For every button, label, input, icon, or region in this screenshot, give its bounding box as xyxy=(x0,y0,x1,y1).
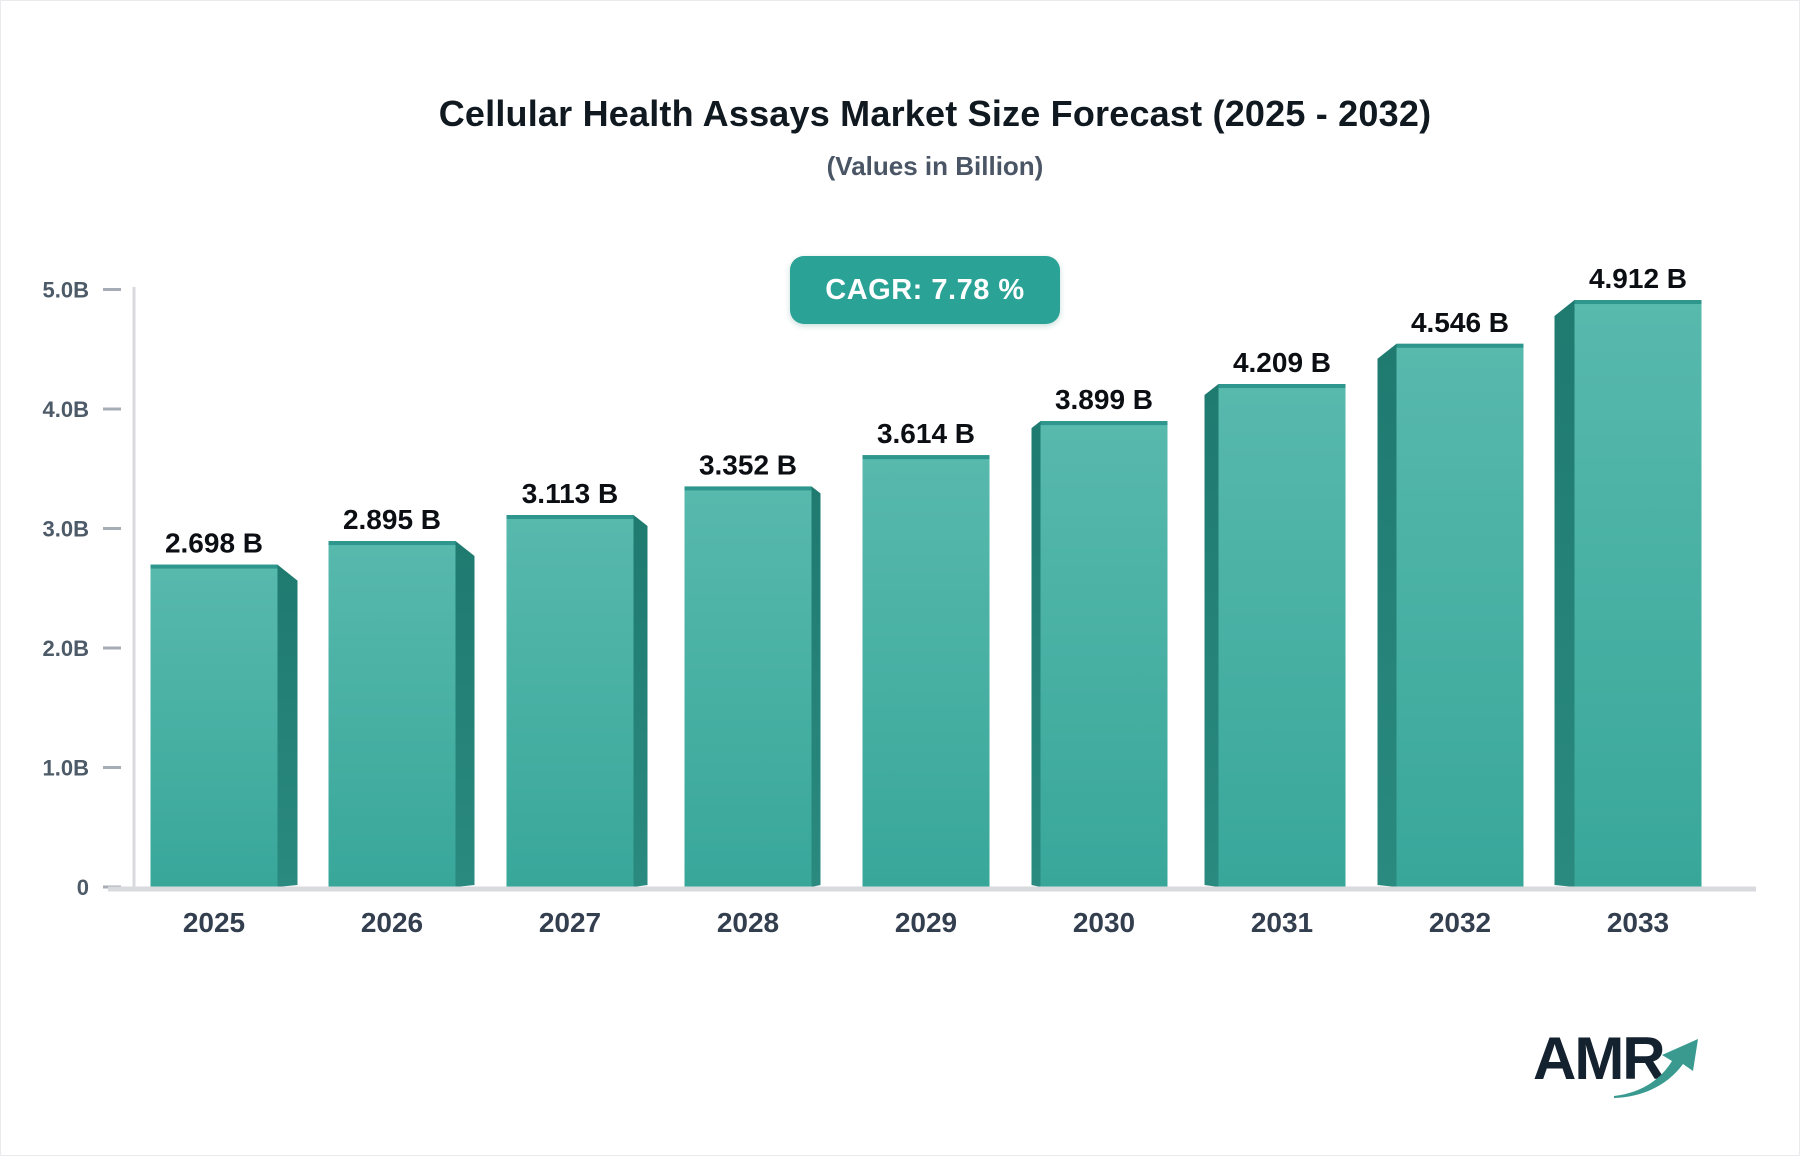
bar-side-face xyxy=(811,486,821,887)
y-axis-tick-label: 5.0B xyxy=(43,278,89,303)
bar-value-label: 2.895 B xyxy=(343,504,441,535)
amr-logo: AMR xyxy=(1529,1029,1719,1115)
bar-front-face xyxy=(150,564,278,887)
bar-front-face xyxy=(328,541,456,887)
bar-top-rim xyxy=(328,541,456,546)
x-axis-label: 2029 xyxy=(895,907,957,938)
bar-value-label: 4.209 B xyxy=(1233,347,1331,378)
bar-front-face xyxy=(1040,421,1168,887)
bar-2032: 4.546 B 2032 xyxy=(1377,307,1524,938)
bar-front-face xyxy=(506,514,634,887)
bar-2030: 3.899 B 2030 xyxy=(1031,384,1168,938)
x-axis-label: 2028 xyxy=(717,907,779,938)
chart-title: Cellular Health Assays Market Size Forec… xyxy=(438,93,1432,134)
bar-top-rim xyxy=(150,564,278,569)
bar-top-rim xyxy=(506,514,634,519)
bar-side-face xyxy=(1204,384,1219,887)
y-axis-tick-label: 4.0B xyxy=(43,397,89,422)
bar-front-face xyxy=(1396,343,1524,887)
y-axis-tick-label: 3.0B xyxy=(43,517,89,542)
bar-value-label: 3.899 B xyxy=(1055,384,1153,415)
bar-2033: 4.912 B 2033 xyxy=(1554,263,1702,938)
bar-top-rim xyxy=(1040,421,1168,426)
growth-arrow-icon xyxy=(1614,1039,1698,1098)
bar-front-face xyxy=(862,455,990,887)
chart-subtitle: (Values in Billion) xyxy=(826,151,1044,181)
bar-side-face xyxy=(455,541,475,887)
bar-2031: 4.209 B 2031 xyxy=(1204,347,1346,938)
bar-side-face xyxy=(277,564,298,887)
x-axis-label: 2027 xyxy=(539,907,601,938)
y-axis-tick-label: 1.0B xyxy=(43,756,89,781)
bar-value-label: 2.698 B xyxy=(165,528,263,559)
bar-value-label: 4.546 B xyxy=(1411,307,1509,338)
bar-top-rim xyxy=(862,455,990,460)
bar-top-rim xyxy=(684,486,812,491)
bar-2027: 3.113 B 2027 xyxy=(506,478,648,938)
amr-logo-text: AMR xyxy=(1533,1025,1666,1092)
bar-front-face xyxy=(1218,384,1346,887)
y-axis-tick-label: 2.0B xyxy=(43,636,89,661)
y-axis-tick-label: 0 xyxy=(77,875,89,900)
bar-2026: 2.895 B 2026 xyxy=(328,504,475,938)
bar-side-face xyxy=(1377,343,1397,887)
bar-side-face xyxy=(1031,421,1041,887)
x-axis-label: 2032 xyxy=(1429,907,1491,938)
bar-side-face xyxy=(1554,300,1575,887)
bar-top-rim xyxy=(1396,343,1524,348)
bar-2028: 3.352 B 2028 xyxy=(684,449,821,938)
bar-2025: 2.698 B 2025 xyxy=(150,528,298,938)
x-axis-label: 2030 xyxy=(1073,907,1135,938)
bar-front-face xyxy=(1574,300,1702,887)
x-axis-label: 2033 xyxy=(1607,907,1669,938)
x-axis-label: 2031 xyxy=(1251,907,1313,938)
bar-front-face xyxy=(684,486,812,887)
x-axis-label: 2025 xyxy=(183,907,245,938)
bar-value-label: 3.614 B xyxy=(877,418,975,449)
chart-header: Cellular Health Assays Market Size Forec… xyxy=(71,93,1799,182)
bar-top-rim xyxy=(1218,384,1346,389)
cagr-badge: CAGR: 7.78 % xyxy=(790,256,1060,324)
bar-value-label: 3.352 B xyxy=(699,449,797,480)
cagr-badge-label: CAGR: 7.78 % xyxy=(825,273,1025,306)
bar-top-rim xyxy=(1574,300,1702,305)
bar-2029: 3.614 B 2029 xyxy=(862,418,990,938)
bar-side-face xyxy=(633,514,648,887)
x-axis-label: 2026 xyxy=(361,907,423,938)
bar-value-label: 4.912 B xyxy=(1589,263,1687,294)
bar-value-label: 3.113 B xyxy=(522,478,619,509)
